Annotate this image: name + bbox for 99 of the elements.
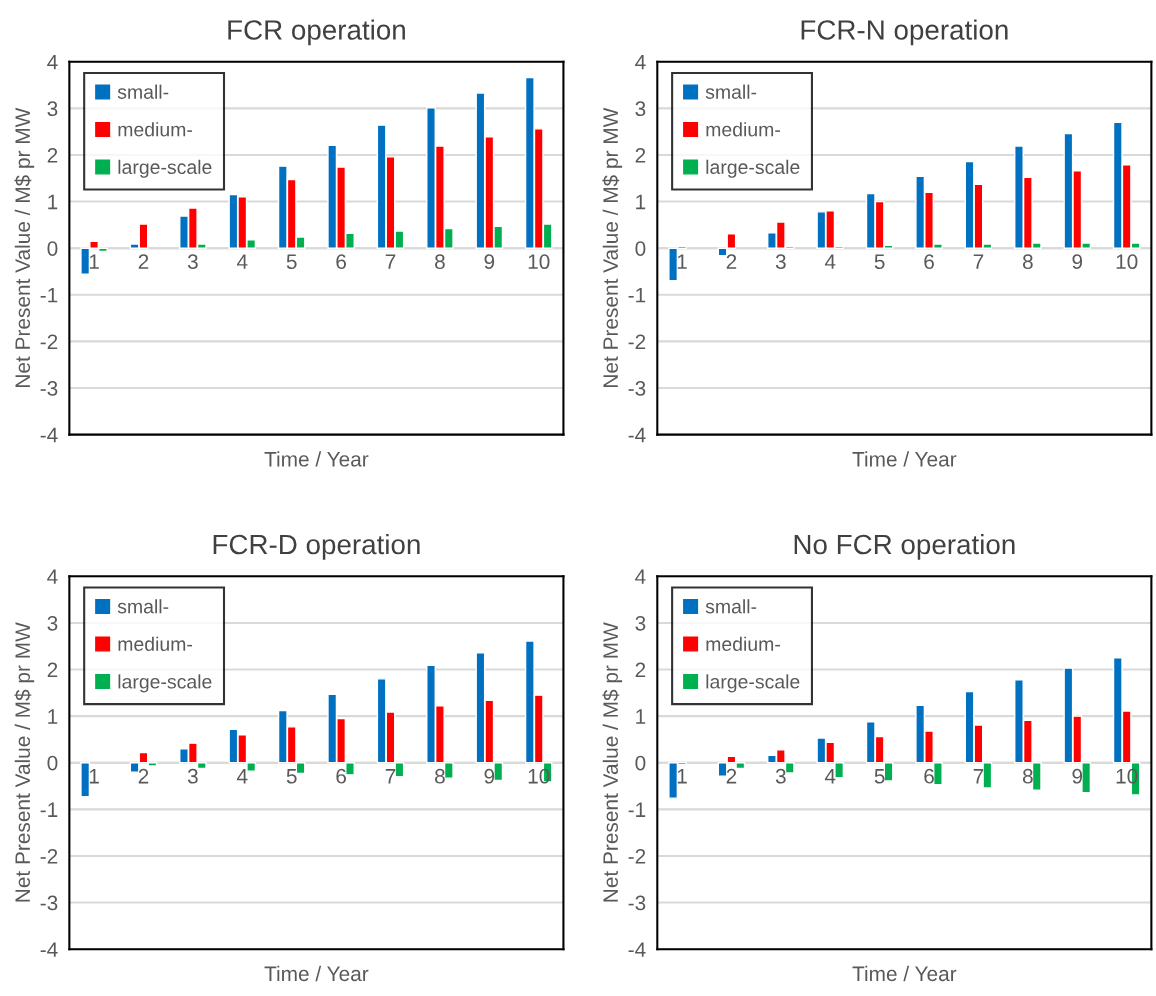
y-tick-label: 3: [635, 101, 646, 117]
x-axis-title: Time / Year: [852, 965, 957, 982]
y-axis-title: Net Present Value / M$ pr MW: [602, 622, 623, 902]
y-axis-title: Net Present Value / M$ pr MW: [14, 107, 35, 387]
x-tick-label: 7: [973, 769, 984, 784]
y-tick-label: -3: [40, 381, 58, 396]
legend-label: large-scale: [706, 674, 800, 693]
x-tick-label: 8: [1022, 768, 1033, 784]
x-tick-label: 8: [435, 254, 445, 270]
x-tick-label: 2: [726, 768, 737, 784]
x-tick-label: 1: [89, 254, 99, 269]
y-axis-title: Net Present Value / M$ pr MW: [14, 622, 35, 902]
legend-label: medium-: [706, 122, 780, 137]
legend-label: medium-: [706, 636, 780, 652]
x-tick-label: 1: [677, 769, 687, 784]
y-tick-label: -4: [628, 427, 646, 443]
legend-label: large-scale: [118, 674, 212, 693]
x-tick-label: 2: [138, 254, 149, 269]
x-tick-label: 9: [1072, 768, 1083, 784]
legend-label: small-: [705, 84, 757, 99]
y-tick-label: -4: [40, 942, 58, 957]
y-tick-label: 3: [635, 615, 646, 631]
y-tick-label: -1: [40, 288, 58, 303]
x-tick-label: 5: [874, 254, 885, 270]
x-tick-label: 1: [677, 254, 687, 269]
x-tick-label: 9: [484, 768, 495, 784]
x-axis-title: Time / Year: [852, 451, 957, 467]
y-tick-label: 2: [47, 147, 58, 163]
x-tick-label: 5: [286, 254, 297, 270]
x-tick-label: 6: [336, 254, 346, 270]
legend-label: medium-: [118, 122, 193, 137]
chart-title: FCR operation: [228, 19, 405, 46]
y-tick-label: 1: [636, 194, 646, 210]
y-axis-title: Net Present Value / M$ pr MW: [602, 107, 623, 387]
x-tick-label: 5: [286, 769, 297, 784]
x-tick-label: 9: [484, 254, 495, 270]
x-tick-label: 3: [187, 768, 198, 784]
x-tick-label: 8: [1022, 254, 1033, 270]
y-tick-label: 1: [636, 709, 646, 724]
x-tick-label: 2: [138, 768, 149, 784]
y-tick-label: 1: [48, 709, 58, 724]
y-tick-label: -1: [40, 802, 58, 817]
bar: [80, 762, 91, 798]
y-tick-label: -4: [40, 427, 58, 443]
y-tick-label: 3: [47, 101, 58, 117]
x-tick-label: 6: [924, 254, 934, 270]
x-tick-label: 3: [775, 768, 786, 784]
y-tick-label: 1: [48, 194, 58, 210]
y-tick-label: -2: [40, 848, 58, 864]
x-tick-label: 2: [726, 254, 737, 269]
y-tick-label: -3: [628, 895, 646, 911]
x-tick-label: 6: [336, 768, 346, 784]
x-tick-label: 10: [528, 254, 550, 270]
y-tick-label: 2: [635, 147, 646, 163]
y-tick-label: 2: [635, 662, 646, 678]
x-tick-label: 5: [874, 769, 885, 784]
x-tick-label: 4: [824, 254, 836, 269]
chart-title: No FCR operation: [794, 533, 1015, 560]
y-tick-label: -3: [40, 895, 58, 911]
x-tick-label: 1: [89, 769, 99, 784]
y-tick-label: 0: [635, 241, 646, 256]
y-tick-label: -3: [628, 381, 646, 396]
y-tick-label: -2: [628, 848, 646, 864]
y-tick-label: -2: [628, 334, 646, 349]
y-tick-label: -1: [628, 802, 646, 817]
x-axis-title: Time / Year: [264, 451, 369, 467]
y-tick-label: 0: [47, 755, 58, 771]
chart-title: FCR-D operation: [213, 533, 420, 560]
x-tick-label: 7: [385, 769, 396, 784]
x-axis-title: Time / Year: [264, 965, 369, 982]
legend-label: small-: [705, 599, 757, 614]
x-tick-label: 9: [1072, 254, 1083, 270]
x-tick-label: 4: [236, 254, 248, 269]
legend-label: small-: [117, 84, 169, 99]
y-tick-label: 0: [635, 755, 646, 771]
legend-label: medium-: [118, 636, 193, 652]
y-tick-label: 3: [47, 615, 58, 631]
legend-label: large-scale: [706, 159, 800, 178]
x-tick-label: 7: [973, 254, 984, 269]
legend-label: large-scale: [118, 159, 212, 178]
x-tick-label: 6: [924, 768, 934, 784]
y-tick-label: 2: [47, 662, 58, 678]
y-tick-label: -4: [628, 942, 646, 957]
chart-title: FCR-N operation: [801, 19, 1008, 46]
x-tick-label: 4: [236, 769, 248, 784]
y-tick-label: 0: [47, 241, 58, 256]
y-tick-label: 4: [47, 569, 58, 584]
x-tick-label: 10: [1116, 254, 1138, 270]
x-tick-label: 4: [824, 769, 836, 784]
y-tick-label: 4: [635, 569, 646, 584]
x-tick-label: 7: [385, 254, 396, 269]
x-tick-label: 3: [187, 254, 198, 270]
y-tick-label: -2: [40, 334, 58, 349]
y-tick-label: -1: [628, 288, 646, 303]
y-tick-label: 4: [47, 54, 58, 70]
legend-label: small-: [117, 599, 169, 614]
x-tick-label: 8: [435, 768, 445, 784]
x-tick-label: 3: [775, 254, 786, 270]
y-tick-label: 4: [635, 54, 646, 70]
